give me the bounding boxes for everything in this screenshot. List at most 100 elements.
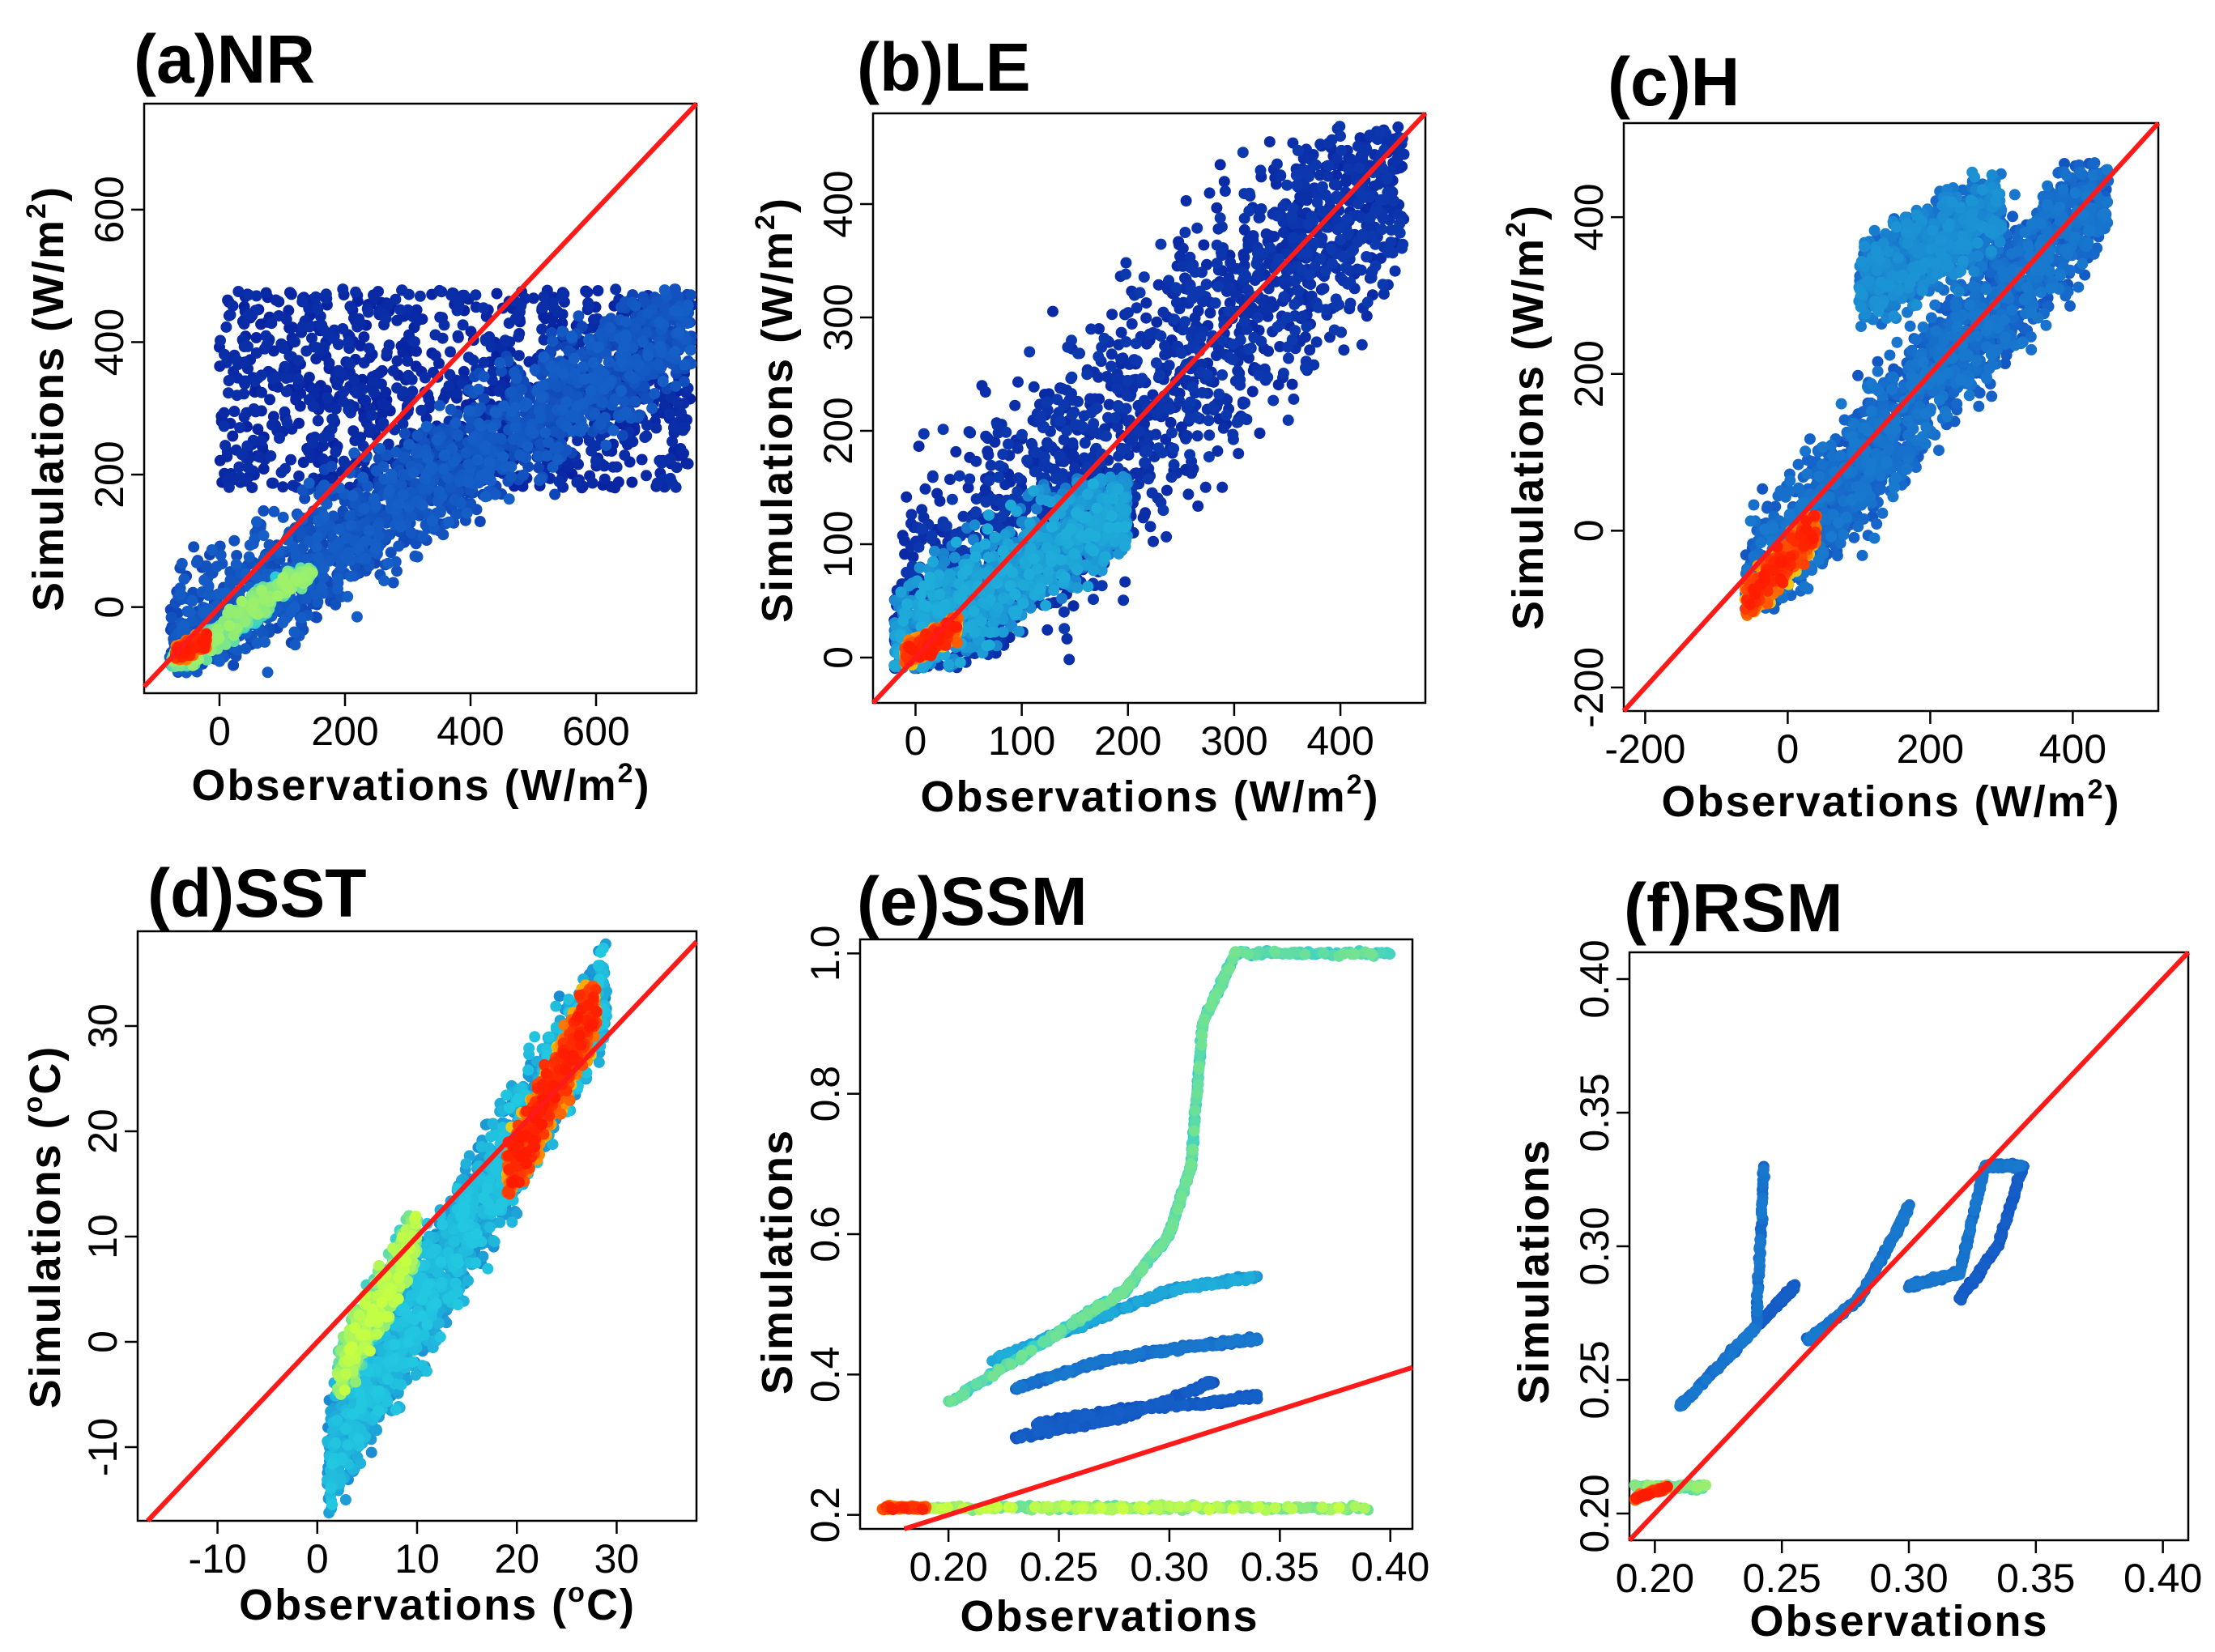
scatter-point (480, 334, 492, 347)
scatter-point (242, 340, 253, 352)
scatter-point (228, 406, 241, 417)
scatter-point (684, 344, 696, 356)
scatter-point (279, 360, 291, 373)
scatter-point (402, 355, 414, 367)
scatter-point (1047, 305, 1059, 317)
scatter-point (396, 284, 408, 296)
scatter-point (1217, 422, 1229, 434)
scatter-point (491, 287, 503, 300)
scatter-point (223, 375, 235, 386)
scatter-point (385, 468, 397, 480)
scatter-point (963, 426, 975, 438)
scatter-point (1192, 500, 1204, 512)
scatter-point (377, 398, 389, 410)
scatter-point (629, 300, 641, 312)
scatter-point (670, 380, 682, 392)
scatter-point (347, 490, 359, 501)
scatter-point (380, 386, 392, 398)
scatter-point (274, 432, 285, 445)
scatter-point (224, 309, 236, 321)
scatter-point (538, 351, 550, 364)
scatter-point (234, 422, 246, 434)
scatter-point (231, 354, 243, 366)
scatter-point (636, 453, 648, 466)
scatter-point (228, 534, 241, 547)
scatter-point (213, 632, 225, 644)
scatter-point (1203, 429, 1216, 441)
scatter-point (443, 380, 455, 392)
scatter-point (1214, 159, 1226, 171)
scatter-point (457, 319, 469, 331)
scatter-point (657, 376, 669, 387)
scatter-point (445, 289, 458, 301)
scatter-point (426, 462, 438, 474)
scatter-point (569, 368, 581, 380)
scatter-point (970, 455, 982, 467)
scatter-point (290, 574, 301, 585)
scatter-point (901, 491, 913, 503)
scatter-point (1299, 331, 1311, 343)
scatter-point (663, 408, 675, 420)
scatter-point (218, 420, 230, 432)
scatter-point (352, 543, 364, 555)
scatter-point (368, 492, 380, 505)
scatter-point (1398, 148, 1410, 160)
scatter-point (214, 655, 226, 667)
scatter-point (673, 326, 685, 338)
scatter-point (467, 354, 479, 366)
scatter-point (258, 530, 270, 542)
scatter-point (558, 368, 569, 380)
scatter-point (289, 639, 301, 651)
scatter-point (246, 602, 258, 615)
scatter-point (327, 332, 339, 344)
scatter-point (612, 476, 624, 488)
scatter-point (1225, 257, 1237, 269)
scatter-point (460, 447, 472, 458)
y-tick-label: 200 (87, 441, 132, 508)
scatter-point (318, 342, 330, 354)
scatter-point (560, 420, 573, 432)
scatter-point (252, 424, 264, 435)
scatter-point (272, 590, 283, 602)
scatter-point (1199, 481, 1212, 493)
scatter-point (227, 430, 239, 442)
scatter-point (249, 375, 261, 387)
scatter-point (529, 364, 541, 376)
scatter-point (248, 403, 260, 415)
scatter-point (487, 421, 499, 433)
scatter-point (381, 346, 393, 358)
panel-le: (b)LE Observations (W/m2) Simulations (W… (750, 29, 1428, 821)
scatter-point (506, 405, 518, 417)
scatter-point (629, 395, 641, 407)
scatter-point (351, 387, 363, 399)
scatter-point (232, 286, 245, 297)
scatter-point (326, 461, 338, 472)
scatter-point (682, 458, 694, 470)
scatter-point (368, 289, 379, 301)
scatter-point (1161, 530, 1173, 543)
scatter-point (409, 336, 420, 348)
scatter-point (342, 590, 354, 602)
scatter-point (1115, 353, 1127, 365)
scatter-point (175, 588, 187, 600)
scatter-point (1009, 399, 1021, 411)
scatter-point (1203, 187, 1216, 199)
scatter-point (1342, 163, 1354, 175)
scatter-point (1140, 312, 1152, 324)
scatter-point (1131, 302, 1143, 314)
scatter-point (1298, 194, 1310, 206)
scatter-point (652, 359, 664, 371)
scatter-point (926, 470, 939, 482)
scatter-point (1085, 323, 1097, 335)
scatter-point (1041, 624, 1054, 636)
scatter-point (358, 331, 370, 343)
scatter-point (1170, 296, 1182, 309)
scatter-point (669, 346, 681, 358)
scatter-point (403, 501, 415, 513)
scatter-point (251, 516, 262, 528)
scatter-point (313, 551, 325, 564)
scatter-point (620, 316, 632, 328)
scatter-point (454, 497, 466, 509)
scatter-point (304, 321, 315, 333)
scatter-point (527, 427, 539, 439)
